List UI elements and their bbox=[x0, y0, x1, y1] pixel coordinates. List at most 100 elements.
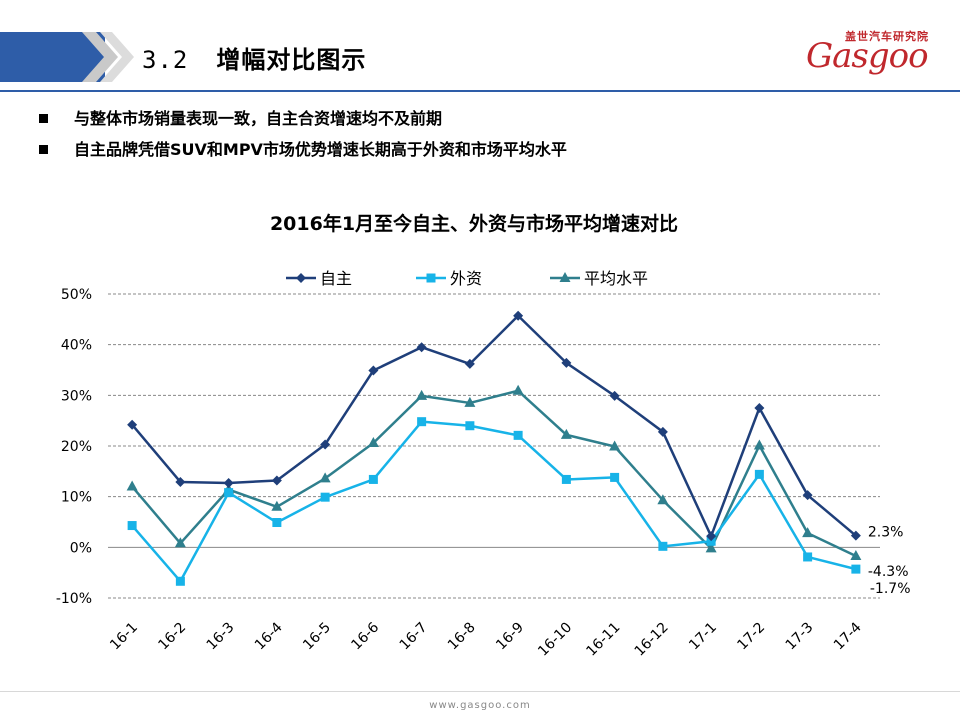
data-point-triangle bbox=[657, 494, 669, 505]
series-line bbox=[131, 314, 857, 538]
x-tick-label: 16-3 bbox=[204, 620, 238, 654]
series-1 bbox=[127, 417, 861, 586]
y-tick-label: 30% bbox=[61, 388, 92, 404]
x-tick-label: 16-9 bbox=[493, 620, 527, 654]
chart-series bbox=[126, 310, 862, 586]
logo-en-word: Gasgoo bbox=[806, 36, 929, 76]
data-point-diamond bbox=[754, 403, 765, 413]
data-point-square bbox=[224, 488, 234, 498]
y-tick-label: 10% bbox=[61, 490, 92, 506]
end-value-label: -4.3% bbox=[868, 564, 909, 580]
data-point-triangle bbox=[319, 472, 331, 483]
data-point-diamond bbox=[513, 310, 524, 321]
data-point-diamond bbox=[175, 476, 186, 487]
x-tick-label: 16-10 bbox=[535, 620, 575, 660]
data-point-diamond bbox=[296, 273, 306, 283]
data-point-diamond bbox=[127, 419, 138, 430]
growth-comparison-chart: 2016年1月至今自主、外资与市场平均增速对比 50% 40% 30% 20% 10% 0… bbox=[56, 212, 911, 660]
data-point-triangle bbox=[416, 389, 428, 400]
legend-item: 外资 bbox=[416, 269, 482, 288]
page-title: 3.2 增幅对比图示 bbox=[142, 40, 366, 75]
chevron-2-icon bbox=[100, 32, 134, 82]
data-point-diamond bbox=[802, 490, 813, 501]
bullet-text: 与整体市场销量表现一致，自主合资增速均不及前期 bbox=[74, 109, 443, 128]
data-point-diamond bbox=[706, 531, 717, 542]
y-tick-label: 0% bbox=[70, 540, 92, 556]
section-title: 增幅对比图示 bbox=[216, 46, 367, 74]
bullet-item: 与整体市场销量表现一致，自主合资增速均不及前期 bbox=[38, 103, 567, 134]
data-point-triangle bbox=[609, 440, 621, 451]
logo-en-text: Gasgoo bbox=[806, 36, 929, 76]
footer-line bbox=[0, 691, 960, 692]
x-tick-label: 16-6 bbox=[348, 619, 382, 653]
x-tick-label: 16-1 bbox=[107, 620, 141, 654]
data-point-square bbox=[561, 474, 571, 484]
chevron-1-icon bbox=[82, 32, 118, 82]
x-axis-ticks: 16-1 16-2 16-3 16-4 16-5 16-6 16-7 16-8 16-9 16-1… bbox=[107, 619, 865, 659]
data-point-triangle bbox=[512, 384, 524, 395]
legend-label: 平均水平 bbox=[584, 269, 648, 288]
legend-label: 外资 bbox=[450, 269, 482, 288]
bullet-text: 自主品牌凭借SUV和MPV市场优势增速长期高于外资和市场平均水平 bbox=[74, 140, 567, 159]
end-value-label: 2.3% bbox=[868, 525, 904, 541]
data-point-diamond bbox=[464, 358, 475, 369]
data-point-square bbox=[426, 273, 436, 283]
data-point-square bbox=[803, 552, 813, 562]
header-divider bbox=[0, 90, 960, 92]
x-tick-label: 16-7 bbox=[397, 620, 431, 654]
data-point-triangle bbox=[559, 272, 571, 282]
data-point-triangle bbox=[560, 428, 572, 439]
x-tick-label: 17-4 bbox=[831, 619, 865, 653]
x-tick-label: 17-2 bbox=[734, 620, 768, 654]
data-point-square bbox=[658, 541, 668, 551]
x-tick-label: 16-5 bbox=[300, 620, 334, 654]
chart-legend: 自主 外资 平均水平 bbox=[286, 269, 648, 288]
end-value-label: -1.7% bbox=[870, 581, 911, 597]
logo-cn-text: 盖世汽车研究院 bbox=[845, 30, 929, 43]
y-tick-label: 40% bbox=[61, 338, 92, 354]
data-point-square bbox=[851, 564, 861, 574]
x-tick-label: 16-12 bbox=[632, 620, 672, 660]
legend-item: 平均水平 bbox=[550, 269, 648, 288]
x-tick-label: 16-4 bbox=[252, 619, 286, 653]
bullet-square-icon bbox=[39, 114, 48, 123]
data-point-square bbox=[706, 536, 716, 546]
data-point-square bbox=[754, 469, 764, 479]
data-point-diamond bbox=[416, 342, 427, 353]
data-point-square bbox=[610, 472, 620, 482]
data-point-triangle bbox=[174, 537, 186, 548]
chart-title: 2016年1月至今自主、外资与市场平均增速对比 bbox=[270, 212, 678, 235]
series-line bbox=[131, 389, 857, 558]
y-axis-ticks: 50% 40% 30% 20% 10% 0% -10% bbox=[56, 287, 92, 607]
data-point-triangle bbox=[802, 527, 814, 538]
header-band bbox=[0, 32, 134, 82]
y-tick-label: -10% bbox=[56, 591, 92, 607]
legend-label: 自主 bbox=[320, 269, 352, 288]
data-point-triangle bbox=[271, 500, 283, 511]
data-point-square bbox=[320, 492, 330, 502]
data-point-triangle bbox=[126, 480, 138, 491]
end-labels: 2.3% -4.3%-1.7% bbox=[868, 525, 911, 597]
data-point-diamond bbox=[609, 390, 620, 401]
x-tick-label: 16-11 bbox=[583, 620, 623, 660]
y-tick-label: 20% bbox=[61, 439, 92, 455]
x-tick-label: 16-2 bbox=[155, 620, 189, 654]
data-point-diamond bbox=[657, 426, 668, 437]
bullet-item: 自主品牌凭借SUV和MPV市场优势增速长期高于外资和市场平均水平 bbox=[38, 134, 567, 165]
data-point-diamond bbox=[320, 439, 331, 450]
header-blue-block bbox=[0, 32, 105, 82]
data-point-diamond bbox=[271, 475, 282, 486]
data-point-triangle bbox=[367, 436, 379, 447]
data-point-triangle bbox=[850, 549, 862, 560]
chart-grid bbox=[108, 293, 880, 599]
series-2 bbox=[126, 384, 862, 560]
data-point-diamond bbox=[223, 477, 234, 488]
data-point-square bbox=[127, 521, 137, 531]
legend-item: 自主 bbox=[286, 269, 352, 288]
data-point-diamond bbox=[368, 365, 379, 376]
data-point-square bbox=[417, 417, 427, 427]
data-point-triangle bbox=[705, 542, 717, 553]
data-point-square bbox=[368, 474, 378, 484]
series-line bbox=[131, 420, 857, 583]
section-number: 3.2 bbox=[142, 46, 189, 74]
